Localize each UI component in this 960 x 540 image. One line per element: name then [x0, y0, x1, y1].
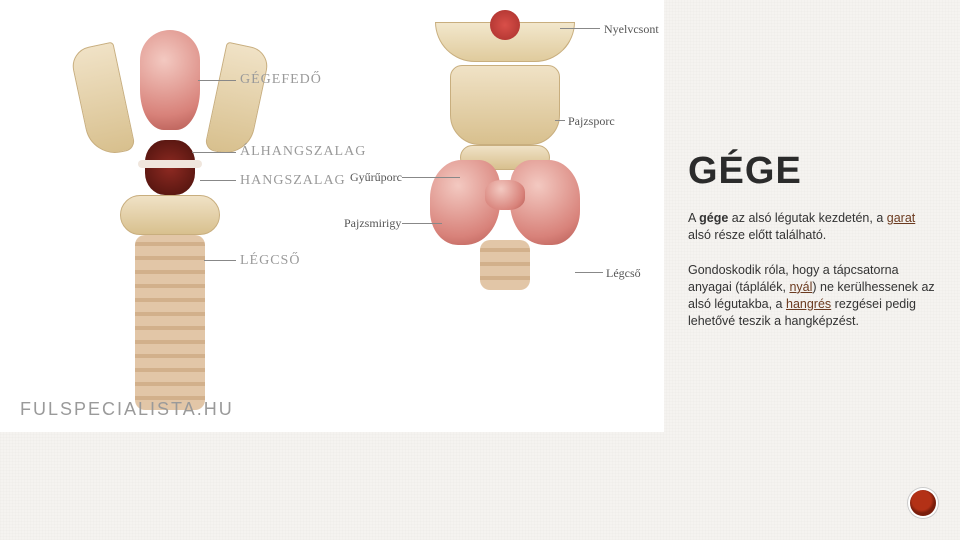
- page-title: GÉGE: [688, 150, 802, 193]
- figA-line: [198, 80, 236, 81]
- figB-label-nyelvcsont: Nyelvcsont: [604, 22, 659, 37]
- figB-trachea-shape: [480, 240, 530, 290]
- figure-panel: GÉGEFEDŐ ÁLHANGSZALAG HANGSZALAG LÉGCSŐ …: [0, 0, 664, 432]
- link-garat[interactable]: garat: [887, 211, 916, 225]
- paragraph-1: A gége az alsó légutak kezdetén, a garat…: [688, 210, 938, 244]
- figB-line: [402, 223, 442, 224]
- figB-label-gyuruporc: Gyűrűporc: [350, 170, 400, 185]
- figB-epiglottis-tip: [490, 10, 520, 40]
- corner-decoration-dot: [910, 490, 936, 516]
- figB-thyroid-isthmus: [485, 180, 525, 210]
- p1-mid: az alsó légutak kezdetén, a: [728, 211, 886, 225]
- figA-label-gegefedo: GÉGEFEDŐ: [240, 72, 322, 88]
- figB-label-legcso: Légcső: [606, 266, 641, 281]
- figA-vocal-fold-shape: [138, 160, 202, 168]
- figA-cartilage-right: [204, 42, 271, 159]
- figA-epiglottis-shape: [140, 30, 200, 130]
- figA-label-hangszalag: HANGSZALAG: [240, 173, 346, 189]
- figB-line: [560, 28, 600, 29]
- figA-label-legcso: LÉGCSŐ: [240, 253, 300, 269]
- figA-line: [204, 260, 236, 261]
- figA-line: [192, 152, 236, 153]
- figure-b-larynx-anterior: Nyelvcsont Pajzsporc Légcső Gyűrűporc Pa…: [340, 10, 650, 310]
- p1-bold: gége: [699, 211, 728, 225]
- figB-thyroid-cartilage: [450, 65, 560, 145]
- paragraph-2: Gondoskodik róla, hogy a tápcsatorna any…: [688, 262, 938, 330]
- figA-line: [200, 180, 236, 181]
- figA-trachea-shape: [135, 235, 205, 410]
- link-nyal[interactable]: nyál: [789, 280, 812, 294]
- figB-label-pajzsmirigy: Pajzsmirigy: [344, 216, 400, 231]
- figB-line: [402, 177, 460, 178]
- figB-line: [555, 120, 565, 121]
- figA-cricoid-shape: [120, 195, 220, 235]
- link-hangres[interactable]: hangrés: [786, 297, 831, 311]
- figB-label-pajzsporc: Pajzsporc: [568, 114, 615, 129]
- figA-cartilage-left: [69, 42, 136, 159]
- figure-a-larynx-posterior: GÉGEFEDŐ ÁLHANGSZALAG HANGSZALAG LÉGCSŐ: [20, 10, 320, 420]
- watermark-text: FULSPECIALISTA.HU: [20, 399, 234, 420]
- p1-pre: A: [688, 211, 699, 225]
- figB-line: [575, 272, 603, 273]
- p1-post: alsó része előtt található.: [688, 228, 826, 242]
